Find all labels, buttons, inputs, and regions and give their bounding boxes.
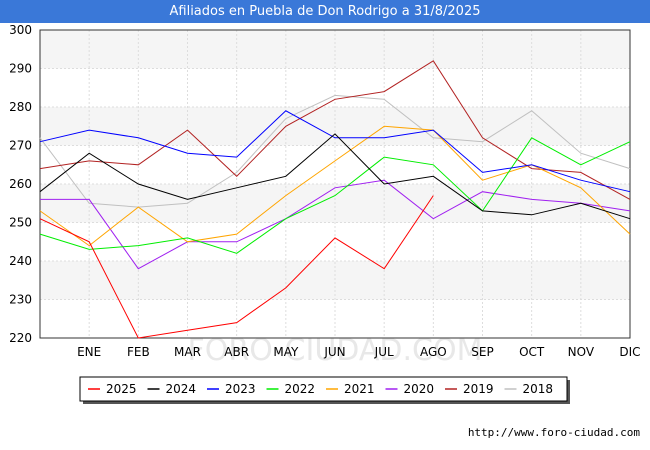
legend-item-2022: 2022 <box>266 382 316 396</box>
legend-item-2019: 2019 <box>445 382 494 396</box>
series-lines <box>39 60 631 339</box>
x-tick-label: MAY <box>273 345 299 359</box>
y-tick-label: 260 <box>9 177 32 191</box>
legend-item-2025: 2025 <box>88 382 137 396</box>
y-tick-label: 290 <box>9 62 32 76</box>
legend-item-2024: 2024 <box>147 382 197 396</box>
y-tick-label: 250 <box>9 216 32 230</box>
legend-box <box>79 376 568 402</box>
x-tick-label: ENE <box>77 345 101 359</box>
x-tick-label: SEP <box>471 345 493 359</box>
legend-item-2023: 2023 <box>207 382 256 396</box>
watermark: FORO-CIUDAD.COM <box>188 333 483 368</box>
y-tick-label: 300 <box>9 23 32 37</box>
legend-label: 2024 <box>166 382 197 396</box>
legend: 2025 2024 2023 2022 2021 2020 2019 2018 <box>79 376 570 404</box>
series-line-2020 <box>40 179 631 270</box>
y-tick-label: 230 <box>9 293 32 307</box>
legend-label: 2025 <box>106 382 137 396</box>
y-tick-label: 220 <box>9 331 32 345</box>
y-tick-label: 270 <box>9 139 32 153</box>
source-url[interactable]: http://www.foro-ciudad.com <box>467 426 640 439</box>
y-tick-label: 240 <box>9 254 32 268</box>
x-tick-label: ABR <box>224 345 249 359</box>
x-tick-label: DIC <box>619 345 640 359</box>
y-tick-label: 280 <box>9 100 32 114</box>
series-line-2024 <box>39 133 631 220</box>
gridlines <box>40 29 630 339</box>
x-tick-label: JUL <box>374 345 394 359</box>
legend-label: 2022 <box>285 382 316 396</box>
x-axis-tick-labels: ENE FEB MAR ABR MAY JUN JUL AGO SEP OCT NOV DIC <box>77 345 640 359</box>
x-tick-label: NOV <box>568 345 595 359</box>
x-tick-label: JUN <box>323 345 345 359</box>
series-line-2022 <box>39 137 631 254</box>
legend-label: 2021 <box>344 382 375 396</box>
legend-label: 2020 <box>404 382 435 396</box>
legend-item-2020: 2020 <box>385 382 435 396</box>
series-line-2025 <box>39 195 434 339</box>
chart-title: Afiliados en Puebla de Don Rodrigo a 31/… <box>0 0 650 23</box>
x-tick-label: AGO <box>420 345 447 359</box>
y-axis-tick-labels: 220 230 240 250 260 270 280 290 300 <box>9 23 32 345</box>
x-tick-label: OCT <box>519 345 545 359</box>
x-tick-label: MAR <box>174 345 201 359</box>
plot-frame <box>39 29 631 339</box>
legend-item-2021: 2021 <box>326 382 375 396</box>
legend-item-2018: 2018 <box>504 382 554 396</box>
legend-label: 2018 <box>523 382 554 396</box>
series-line-2019 <box>39 60 631 200</box>
legend-label: 2023 <box>225 382 256 396</box>
x-tick-label: FEB <box>127 345 150 359</box>
legend-label: 2019 <box>463 382 494 396</box>
series-line-2023 <box>39 110 631 193</box>
